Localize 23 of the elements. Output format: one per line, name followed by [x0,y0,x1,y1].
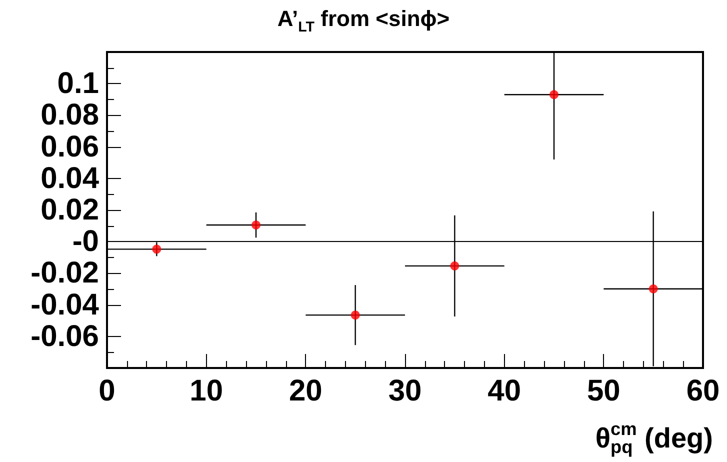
x-tick-label: 0 [98,374,116,408]
x-tick-label: 20 [288,374,322,408]
x-tick-label: 10 [190,374,224,408]
point [648,284,658,294]
x-tick-label: 60 [686,374,720,408]
point [550,90,558,100]
point [450,261,460,270]
y-tick-label: 0.06 [40,130,99,164]
x-tick-label: 50 [586,374,620,408]
y-tick-label: -0.04 [30,288,100,322]
y-tick-label: -0.02 [30,256,99,290]
chart-title: A’$_{LT}$ from <sinϕ> [276,6,451,36]
x-tick-label: 40 [488,374,522,408]
y-tick-label: -0 [72,225,99,258]
y-tick-label: 0.08 [40,98,99,132]
point [252,220,260,230]
y-tick-label: 0.02 [40,194,99,226]
y-tick-label: 0.04 [40,162,100,195]
point [152,244,162,254]
point [350,310,360,320]
y-tick-label: -0.06 [30,320,99,353]
y-tick-label: 0.1 [57,67,99,100]
x-tick-label: 30 [388,374,422,408]
